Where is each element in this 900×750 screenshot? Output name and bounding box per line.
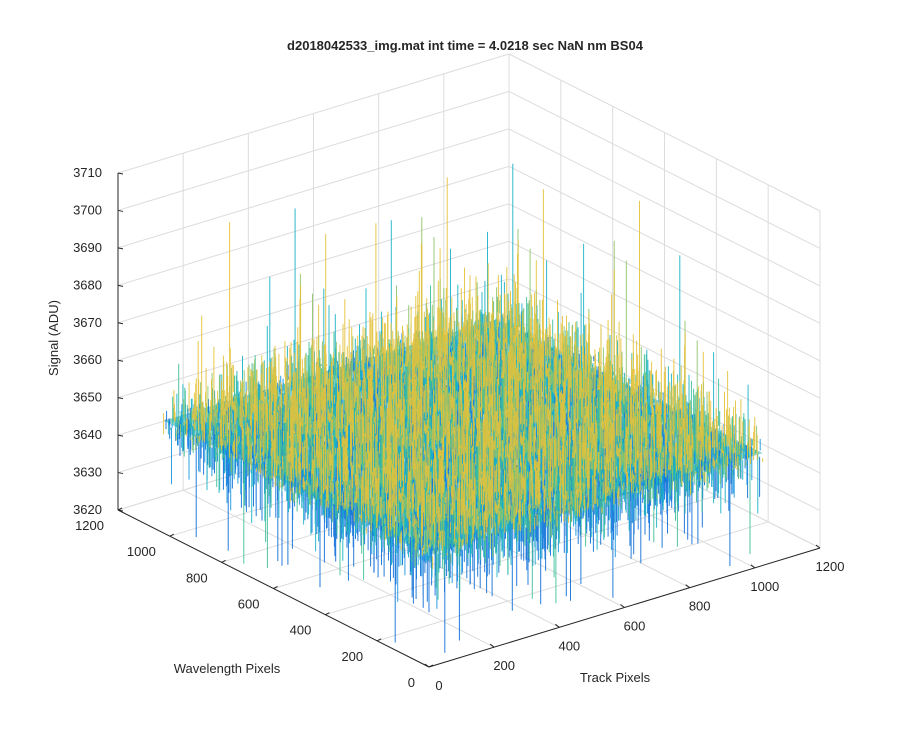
surface-spikes: [163, 177, 764, 569]
y-tick-mark: [169, 533, 175, 537]
x-axis-label: Track Pixels: [580, 670, 651, 685]
back-wall-gridline: [117, 90, 510, 211]
z-tick-mark: [117, 322, 124, 325]
x-tick-mark: [815, 544, 821, 549]
z-axis-ticks: 3620 3630 3640 3650 3660 3670 3680 3690 3700 3710: [73, 165, 124, 517]
x-tick-label: 600: [624, 619, 646, 634]
y-tick-mark: [428, 664, 434, 668]
surface-plot: [163, 163, 764, 653]
z-axis-label: Signal (ADU): [46, 300, 61, 376]
y-axis-ticks: 0 200 400 600 800 1000 1200: [75, 507, 434, 690]
x-tick-label: 1200: [816, 559, 845, 574]
x-tick-mark: [489, 643, 495, 648]
x-tick-mark: [424, 663, 430, 668]
x-tick-label: 400: [558, 638, 580, 653]
y-tick-label: 1200: [75, 518, 104, 533]
z-tick-mark: [117, 472, 124, 475]
z-tick-label: 3670: [73, 315, 102, 330]
z-tick-label: 3710: [73, 165, 102, 180]
side-wall-gridline: [508, 128, 821, 287]
x-tick-label: 0: [435, 678, 442, 693]
back-wall-gridline: [117, 53, 510, 174]
z-tick-label: 3620: [73, 502, 102, 517]
z-tick-label: 3660: [73, 352, 102, 367]
back-wall-gridline: [117, 203, 510, 324]
side-wall-gridline: [508, 278, 821, 437]
x-tick-mark: [555, 623, 560, 628]
y-axis-label: Wavelength Pixels: [174, 661, 281, 676]
back-wall-gridline: [117, 128, 510, 249]
z-tick-label: 3630: [73, 465, 102, 480]
side-wall-gridline: [508, 53, 821, 212]
y-tick-label: 200: [341, 649, 363, 664]
z-tick-label: 3640: [73, 427, 102, 442]
floor-gridline: [377, 521, 769, 642]
side-wall-gridline: [508, 203, 821, 362]
y-tick-label: 1000: [127, 544, 156, 559]
y-tick-mark: [221, 559, 226, 563]
z-tick-mark: [117, 434, 124, 437]
chart-title: d2018042533_img.mat int time = 4.0218 se…: [287, 38, 644, 53]
z-tick-mark: [117, 284, 124, 287]
z-tick-mark: [117, 359, 124, 362]
z-tick-mark: [117, 509, 124, 512]
y-tick-mark: [273, 586, 278, 589]
side-wall-gridline: [508, 240, 821, 399]
x-tick-label: 1000: [750, 579, 779, 594]
y-tick-mark: [376, 638, 382, 642]
x-tick-mark: [685, 584, 690, 589]
z-tick-mark: [117, 209, 124, 212]
y-tick-label: 600: [238, 597, 260, 612]
z-tick-label: 3680: [73, 277, 102, 292]
y-tick-mark: [325, 612, 330, 616]
z-tick-mark: [117, 172, 124, 175]
x-tick-label: 800: [689, 599, 711, 614]
back-wall-gridline: [117, 240, 510, 361]
side-wall-gridline: [508, 165, 821, 324]
side-wall-gridline: [508, 90, 821, 249]
z-tick-label: 3650: [73, 390, 102, 405]
y-tick-label: 400: [290, 623, 312, 638]
z-tick-mark: [117, 247, 124, 250]
z-tick-mark: [117, 397, 124, 400]
x-tick-mark: [620, 604, 625, 608]
z-tick-label: 3690: [73, 240, 102, 255]
x-axis-ticks: 0 200 400 600 800 1000 1200: [424, 544, 845, 693]
back-wall-gridline: [117, 165, 510, 286]
x-tick-label: 200: [493, 658, 515, 673]
x-tick-mark: [750, 564, 756, 569]
y-tick-label: 0: [408, 675, 415, 690]
z-tick-label: 3700: [73, 202, 102, 217]
y-tick-label: 800: [186, 570, 208, 585]
